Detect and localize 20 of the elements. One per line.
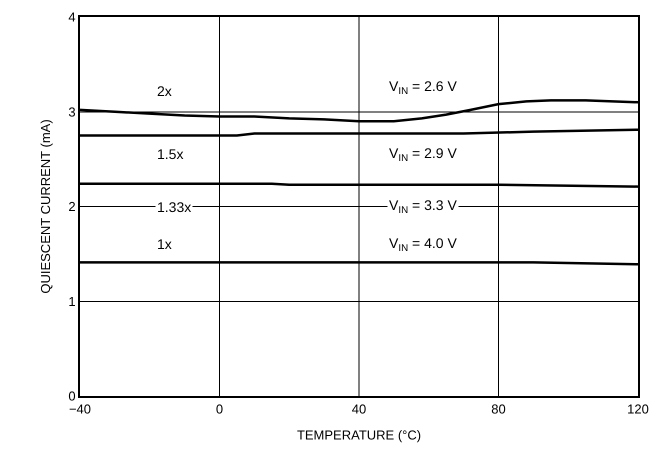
series-label: 1.33x xyxy=(157,199,192,215)
x-axis-title: TEMPERATURE (°C) xyxy=(296,427,422,442)
x-tick-label: 120 xyxy=(627,401,649,416)
y-axis-title: QUIESCENT CURRENT (mA) xyxy=(38,119,53,294)
series-label: 1x xyxy=(157,236,172,252)
y-tick-label: 3 xyxy=(68,104,76,120)
y-tick-label: 0 xyxy=(68,388,76,404)
y-tick-label: 4 xyxy=(68,10,76,25)
annotation: V$_{IN}$ = 3.3 V xyxy=(389,197,458,216)
series-label: 2x xyxy=(157,83,172,99)
series-label: 1.5x xyxy=(157,146,184,162)
x-tick-label: 0 xyxy=(216,401,224,416)
annotation: V$_{IN}$ = 2.6 V xyxy=(389,78,458,97)
annotation: V$_{IN}$ = 2.9 V xyxy=(389,145,458,164)
annotation: V$_{IN}$ = 4.0 V xyxy=(389,235,458,254)
x-tick-label: 80 xyxy=(491,401,506,416)
x-tick-label: −40 xyxy=(68,401,92,416)
y-tick-label: 1 xyxy=(68,294,76,309)
y-tick-label: 2 xyxy=(68,199,76,214)
x-tick-label: 40 xyxy=(352,401,366,416)
